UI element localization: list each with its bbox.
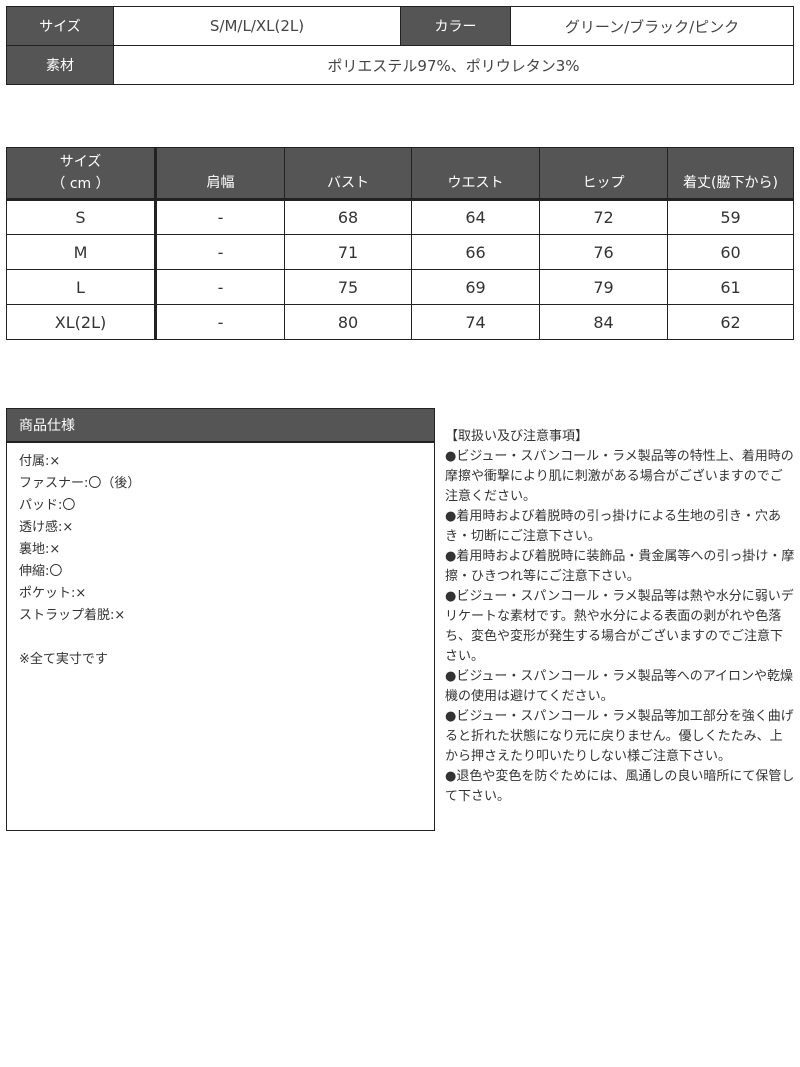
table-cell: S [6,199,157,235]
material-label: 素材 [6,45,114,85]
header-shoulder: 肩幅 [155,147,285,201]
table-cell: - [155,304,285,340]
table-cell: - [155,234,285,270]
table-cell: 76 [539,234,668,270]
material-value: ポリエステル97%、ポリウレタン3% [113,45,794,85]
header-hip: ヒップ [539,147,668,201]
table-cell: 62 [667,304,794,340]
header-length: 着丈(脇下から) [667,147,794,201]
product-spec-box: 商品仕様 付属:× ファスナー:〇（後） パッド:〇透け感:× 裏地:× 伸縮:〇ポケッ… [6,408,435,831]
table-cell: 72 [539,199,668,235]
table-cell: 74 [411,304,540,340]
note-item: ●ビジュー・スパンコール・ラメ製品等の特性上、着用時の摩擦や衝撃により肌に刺激が… [445,449,794,504]
table-row: XL(2L) -80 74 84 62 [6,304,794,340]
spec-item: ストラップ着脱:× [19,608,126,623]
spec-item: 透け感:× [19,520,74,535]
table-cell: M [6,234,157,270]
header-size: サイズ （ cm ） [6,147,157,201]
table-row: M -71 66 76 60 [6,234,794,270]
color-label: カラー [400,6,511,46]
header-unit-label: （ cm ） [51,176,110,192]
size-label: サイズ [6,6,114,46]
spec-list: 付属:× ファスナー:〇（後） パッド:〇透け感:× 裏地:× 伸縮:〇ポケット:× スト… [7,443,434,671]
header-bust: バスト [284,147,412,201]
spec-item: 付属:× [19,454,61,469]
size-table-header: サイズ （ cm ） 肩幅 バスト ウエスト ヒップ 着丈(脇下から) [6,147,794,201]
care-notes: 【取扱い及び注意事項】 ●ビジュー・スパンコール・ラメ製品等の特性上、着用時の摩… [445,427,795,807]
notes-title: 【取扱い及び注意事項】 [445,429,589,444]
summary-row-material: 素材 ポリエステル97%、ポリウレタン3% [6,45,794,85]
table-cell: 60 [667,234,794,270]
summary-row-size: サイズ S/M/L/XL(2L) カラー グリーン/ブラック/ピンク [6,6,794,46]
spec-item: パッド:〇 [19,498,76,513]
table-cell: 80 [284,304,412,340]
note-item: ●着用時および着脱時の引っ掛けによる生地の引き・穴あき・切断にご注意下さい。 [445,509,781,544]
table-cell: 66 [411,234,540,270]
table-row: S -68 64 72 59 [6,199,794,235]
spec-item: 裏地:× [19,542,61,557]
table-cell: - [155,269,285,305]
note-item: ●ビジュー・スパンコール・ラメ製品等は熱や水分に弱いデリケートな素材です。熱や水… [445,589,794,664]
spec-item: ファスナー:〇（後） [19,476,141,491]
spec-item [19,627,434,649]
table-cell: XL(2L) [6,304,157,340]
table-cell: 68 [284,199,412,235]
table-cell: 71 [284,234,412,270]
table-cell: L [6,269,157,305]
note-item: ●退色や変色を防ぐためには、風通しの良い暗所にて保管して下さい。 [445,769,795,804]
table-cell: 59 [667,199,794,235]
table-cell: 69 [411,269,540,305]
header-waist: ウエスト [411,147,540,201]
size-table: サイズ（ cm ） 肩幅 バスト ウエスト ヒップ 着丈(脇下から) S -68 6… [6,147,794,340]
size-value: S/M/L/XL(2L) [113,6,401,46]
color-value: グリーン/ブラック/ピンク [510,6,794,46]
spec-item: 伸縮:〇 [19,564,63,579]
table-cell: 64 [411,199,540,235]
spec-item: ※全て実寸です [19,652,108,667]
table-row: L -75 69 79 61 [6,269,794,305]
summary-table: サイズ S/M/L/XL(2L) カラー グリーン/ブラック/ピンク 素材 ポリ… [6,6,794,85]
note-item: ●着用時および着脱時に装飾品・貴金属等への引っ掛け・摩擦・ひきつれ等にご注意下さ… [445,549,795,584]
table-cell: 61 [667,269,794,305]
table-cell: - [155,199,285,235]
table-cell: 79 [539,269,668,305]
table-cell: 84 [539,304,668,340]
note-item: ●ビジュー・スパンコール・ラメ製品等加工部分を強く曲げると折れた状態になり元に戻… [445,709,794,764]
spec-title: 商品仕様 [7,409,434,443]
note-item: ●ビジュー・スパンコール・ラメ製品等へのアイロンや乾燥機の使用は避けてください。 [445,669,794,704]
notes-list: ●ビジュー・スパンコール・ラメ製品等の特性上、着用時の摩擦や衝撃により肌に刺激が… [445,447,795,807]
header-size-label: サイズ [59,154,102,170]
table-cell: 75 [284,269,412,305]
spec-item: ポケット:× [19,586,87,601]
